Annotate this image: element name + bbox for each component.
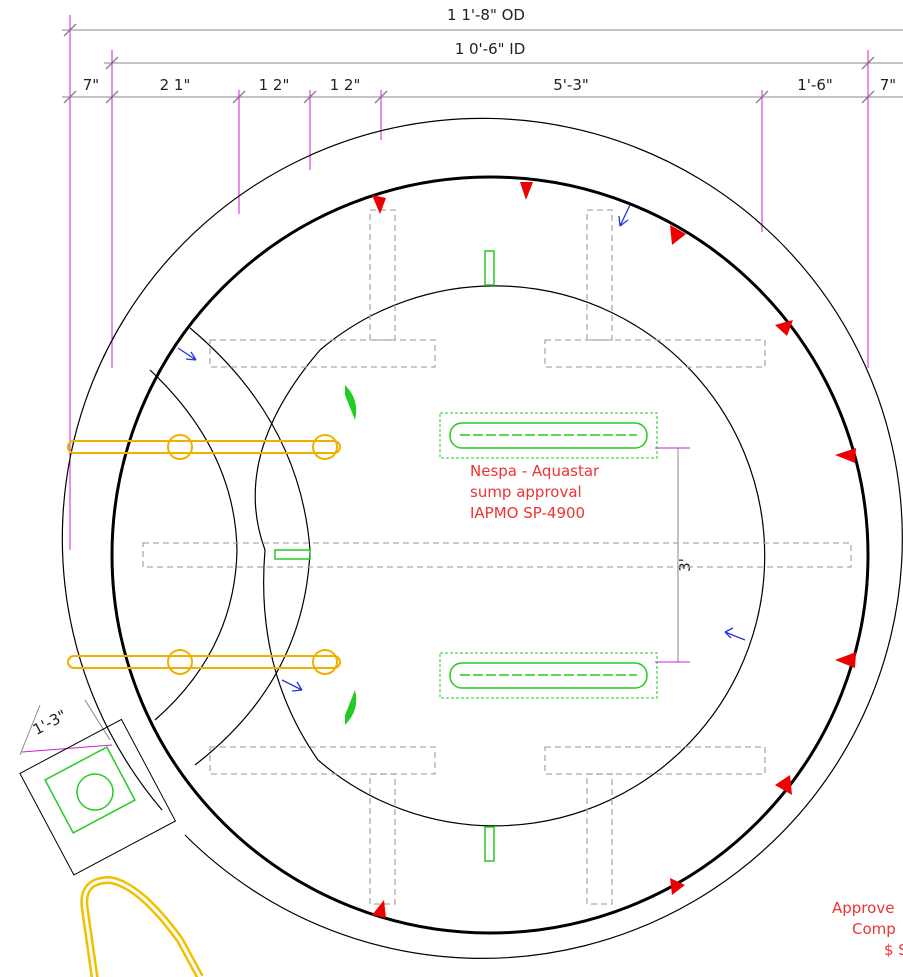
segment-dim: 7"	[880, 76, 896, 94]
od-dimension: 1 1'-8" OD	[447, 6, 525, 24]
segment-dim: 1'-6"	[797, 76, 833, 94]
returns	[372, 182, 856, 918]
segment-dim: 5'-3"	[553, 76, 589, 94]
segment-dim: 2 1"	[160, 76, 191, 94]
id-dimension: 1 0'-6" ID	[455, 40, 526, 58]
corner-note: Approve	[832, 899, 894, 917]
note-line: sump approval	[470, 483, 582, 501]
pool-outline	[61, 117, 903, 959]
supports	[142, 209, 852, 905]
inlet-dim: 1'-3"	[30, 706, 70, 739]
corner-note: Comp	[852, 920, 896, 938]
pipes	[67, 434, 341, 977]
segment-dim: 1 2"	[259, 76, 290, 94]
segment-dim: 1 2"	[330, 76, 361, 94]
note-line: IAPMO SP-4900	[470, 504, 585, 522]
spacing-dim: 3'	[676, 558, 694, 572]
corner-note: $ S	[884, 941, 903, 959]
segment-dim: 7"	[83, 76, 99, 94]
note-line: Nespa - Aquastar	[470, 462, 600, 480]
flow-arrows	[177, 204, 746, 692]
sumps	[19, 250, 658, 876]
